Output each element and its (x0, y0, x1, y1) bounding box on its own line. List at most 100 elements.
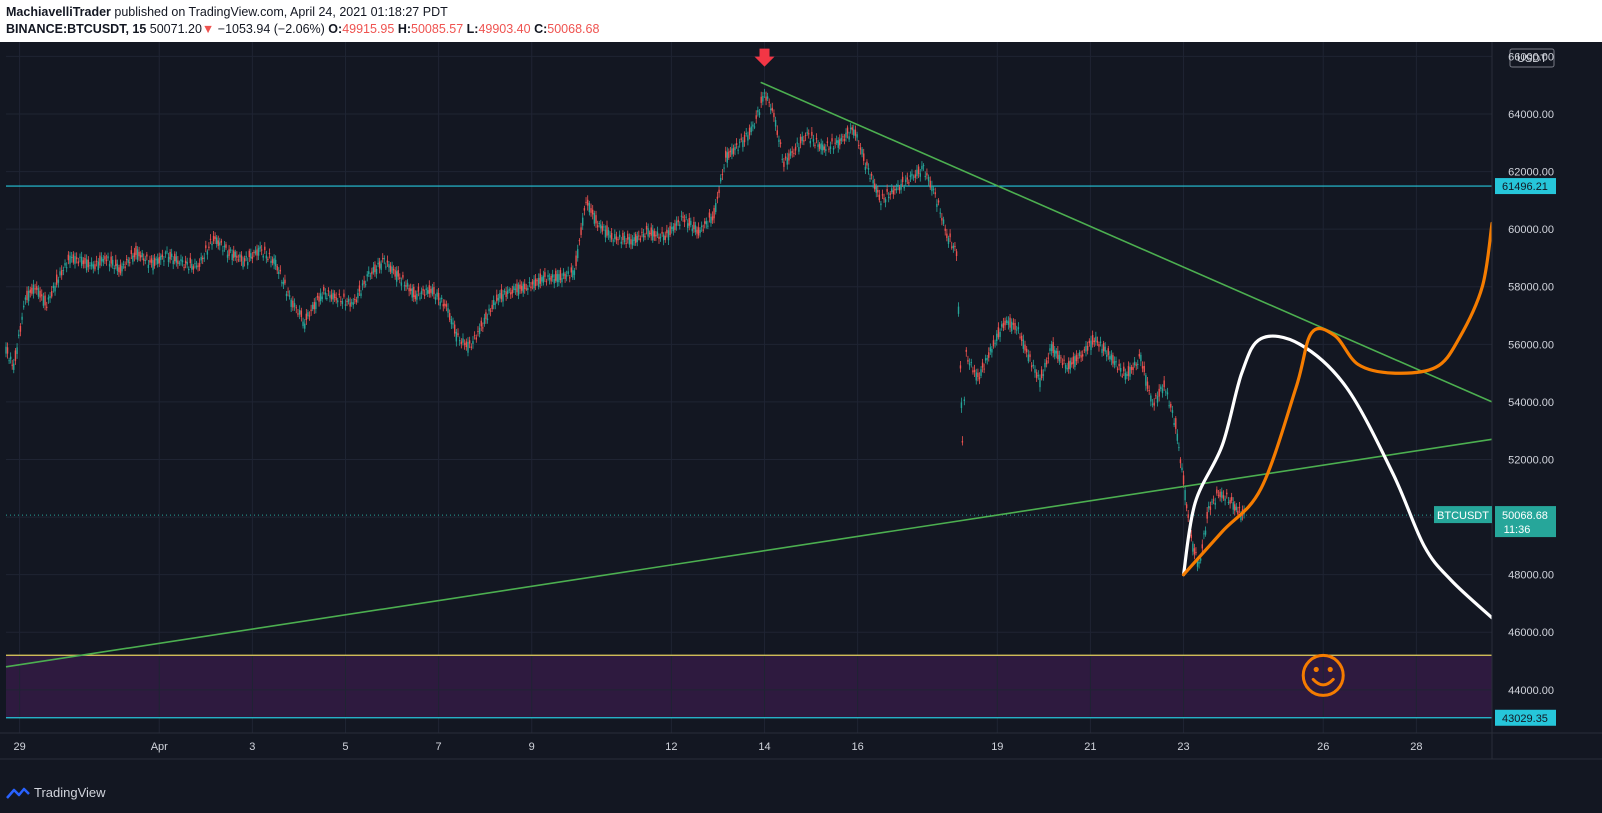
candle-body (237, 259, 240, 261)
candle-body (5, 346, 7, 354)
candle-body (463, 343, 466, 345)
candle-body (197, 265, 199, 267)
candle-body (1090, 340, 1092, 351)
candle-body (377, 262, 379, 265)
price-series-layer (5, 88, 1245, 572)
candle-body (645, 226, 648, 230)
candle-body (814, 144, 816, 146)
candle-body (905, 179, 907, 183)
candle-body (1104, 346, 1106, 352)
candle-body (467, 341, 469, 353)
candle-body (801, 136, 803, 142)
candle-body (1011, 321, 1013, 332)
candle-body (694, 225, 697, 233)
candle-body (1017, 327, 1020, 330)
candle-body (288, 295, 291, 297)
current-price-label: 50068.68 (1502, 510, 1548, 522)
candle-body (444, 303, 446, 306)
candle-body (776, 130, 778, 135)
candle-body (419, 297, 421, 299)
candle-body (124, 266, 126, 269)
candle-body (1071, 362, 1073, 365)
candle-body (625, 242, 627, 244)
candle-body (310, 309, 312, 312)
candle-body (274, 259, 277, 267)
candle-body (539, 273, 541, 284)
candle-body (442, 304, 444, 307)
candle-body (1235, 506, 1238, 510)
candle-body (355, 299, 358, 303)
candle-body (489, 310, 492, 312)
footer-brand: TradingView (34, 785, 106, 800)
time-tick-label: 28 (1410, 741, 1422, 753)
candle-body (631, 239, 634, 246)
candle-body (233, 250, 235, 258)
close-label: C: (534, 22, 548, 36)
candle-body (757, 110, 759, 113)
candle-body (820, 143, 822, 150)
candle-body (455, 331, 458, 342)
candle-body (903, 187, 905, 189)
candle-body (82, 260, 85, 264)
candle-body (29, 289, 31, 293)
candle-body (544, 272, 546, 277)
candle-body (1234, 504, 1236, 511)
candle-body (223, 245, 226, 248)
candle-body (784, 156, 787, 159)
author-name[interactable]: MachiavelliTrader (6, 5, 111, 19)
candle-body (496, 294, 498, 302)
candle-body (57, 279, 60, 283)
candle-body (564, 273, 566, 280)
candle-body (942, 219, 945, 224)
candle-body (1192, 543, 1194, 552)
tradingview-logo[interactable]: TradingView (6, 785, 106, 800)
candle-body (363, 280, 365, 284)
candle-body (104, 256, 106, 260)
candle-body (219, 242, 221, 246)
candle-body (1032, 364, 1035, 366)
candle-body (1219, 491, 1221, 498)
candle-body (832, 147, 835, 150)
candle-body (596, 225, 599, 228)
candle-body (52, 285, 55, 289)
candle-body (822, 144, 824, 151)
candle-body (610, 232, 613, 240)
candle-body (380, 263, 382, 270)
candle-body (234, 251, 237, 257)
candle-body (482, 327, 484, 329)
candle-body (991, 349, 993, 353)
tradingview-logo-icon (6, 787, 30, 799)
candle-body (954, 245, 956, 247)
candle-body (728, 151, 730, 158)
candle-body (519, 284, 521, 289)
candle-body (406, 282, 409, 287)
candle-body (434, 297, 437, 300)
candle-body (1025, 348, 1028, 353)
candle-body (839, 139, 841, 146)
candle-body (644, 236, 646, 238)
candle-body (538, 277, 540, 287)
candle-body (951, 246, 953, 248)
candle-body (831, 138, 833, 142)
candle-body (652, 229, 654, 241)
candle-body (163, 260, 165, 262)
candle-body (528, 282, 531, 284)
candle-body (793, 152, 795, 154)
candle-body (143, 258, 145, 261)
candle-body (1168, 405, 1170, 407)
candle-body (77, 261, 80, 264)
candle-body (623, 235, 626, 243)
candle-body (615, 236, 618, 241)
candle-body (61, 270, 63, 276)
candle-body (659, 237, 662, 239)
candle-body (378, 261, 381, 269)
candle-body (465, 341, 468, 348)
price-tick-label: 52000.00 (1508, 454, 1554, 466)
candle-body (89, 265, 91, 267)
time-tick-label: 21 (1084, 741, 1096, 753)
candle-body (388, 264, 390, 268)
candle-body (1166, 392, 1169, 395)
candle-body (932, 188, 935, 190)
candle-body (685, 216, 687, 218)
